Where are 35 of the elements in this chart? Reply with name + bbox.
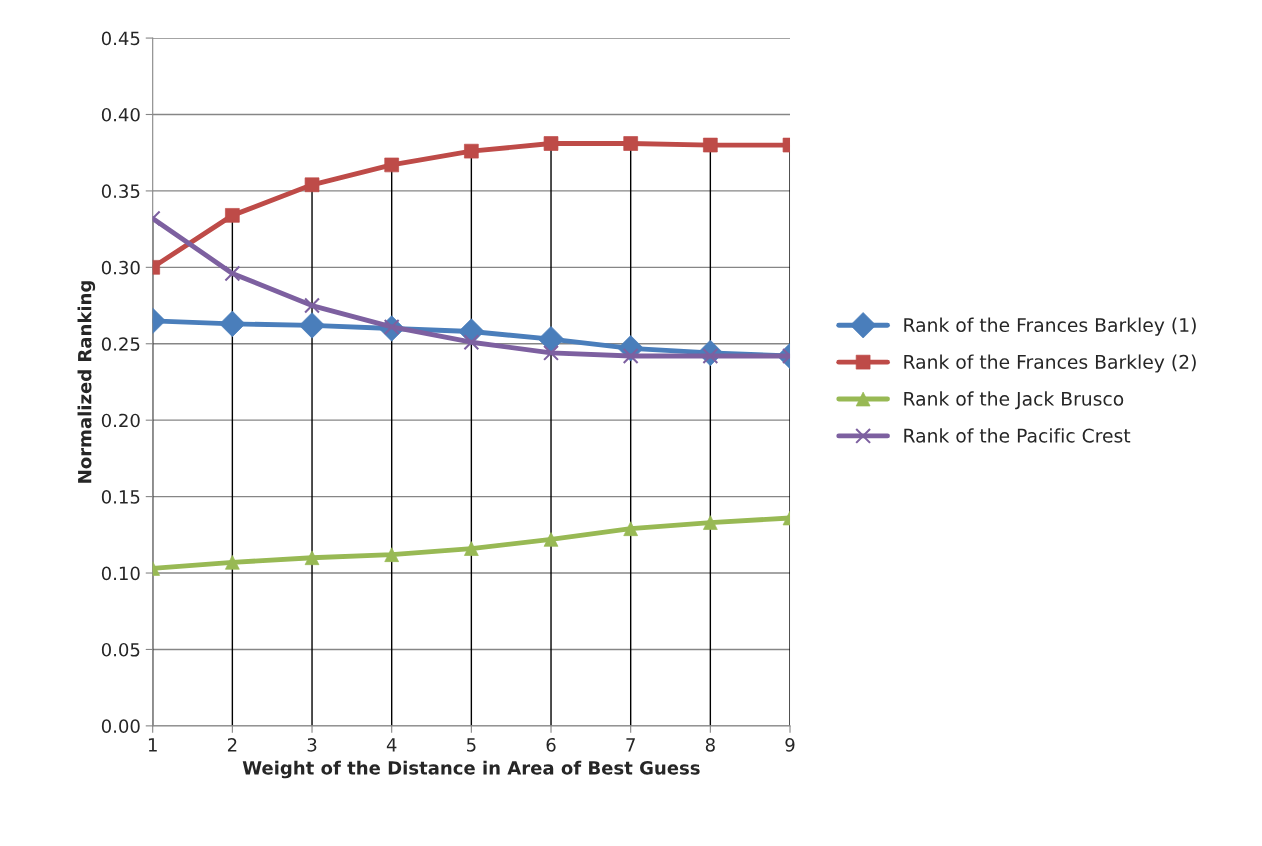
y-tick-label: 0.20 bbox=[101, 413, 140, 428]
point bbox=[384, 547, 399, 562]
y-tick-label: 0.35 bbox=[101, 184, 140, 199]
legend-label: Rank of the Jack Brusco bbox=[904, 391, 1124, 410]
point bbox=[464, 143, 479, 159]
point bbox=[304, 297, 321, 314]
y-tick-label: 0.45 bbox=[101, 31, 140, 46]
x-tick-label: 7 bbox=[626, 738, 635, 752]
x-axis-title: Weight of the Distance in Area of Best Guess bbox=[242, 760, 700, 779]
legend-label: Rank of the Frances Barkley (1) bbox=[904, 317, 1196, 336]
y-tick-label: 0.15 bbox=[101, 490, 140, 504]
x-tick-label: 9 bbox=[785, 737, 795, 752]
y-tick-label: 0.10 bbox=[101, 566, 140, 581]
y-tick-label: 0.00 bbox=[101, 719, 140, 733]
x-tick-label: 8 bbox=[705, 737, 715, 752]
legend-label: Rank of the Frances Barkley (2) bbox=[904, 354, 1196, 373]
y-tick-label: 0.05 bbox=[101, 642, 140, 657]
x-tick-label: 2 bbox=[227, 737, 237, 752]
y-axis-title: Normalized Ranking bbox=[77, 281, 96, 483]
y-tick-label: 0.25 bbox=[101, 337, 140, 351]
point bbox=[304, 177, 320, 193]
y-tick-label: 0.30 bbox=[101, 260, 140, 275]
legend-label: Rank of the Pacific Crest bbox=[904, 428, 1131, 443]
x-tick-label: 3 bbox=[307, 737, 317, 752]
point bbox=[543, 344, 560, 361]
x-tick-label: 1 bbox=[148, 738, 157, 752]
point bbox=[298, 312, 326, 339]
point bbox=[224, 265, 241, 282]
point bbox=[463, 334, 480, 351]
point bbox=[219, 310, 246, 338]
x-tick-label: 4 bbox=[386, 738, 397, 752]
x-tick-label: 5 bbox=[467, 738, 476, 752]
x-tick-label: 6 bbox=[546, 737, 556, 752]
point bbox=[703, 515, 718, 530]
y-tick-label: 0.40 bbox=[101, 107, 140, 122]
